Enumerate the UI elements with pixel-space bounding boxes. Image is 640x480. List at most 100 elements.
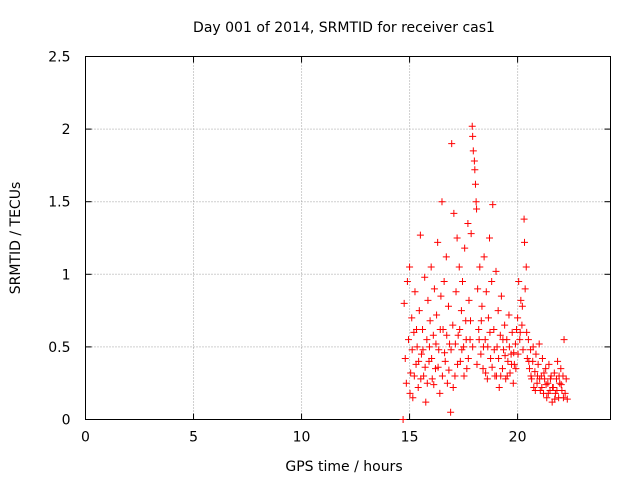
data-point (478, 302, 486, 310)
data-point (443, 379, 451, 387)
data-point (481, 336, 489, 344)
data-point (509, 379, 517, 387)
data-point (441, 357, 449, 365)
data-point (455, 263, 463, 271)
data-point (419, 325, 427, 333)
data-point (513, 325, 521, 333)
data-point (476, 263, 484, 271)
data-point (467, 230, 475, 238)
data-point (422, 398, 430, 406)
data-point (514, 314, 522, 322)
data-point (522, 263, 530, 271)
data-point (417, 375, 425, 383)
data-point (533, 379, 541, 387)
data-point (496, 331, 504, 339)
data-point (527, 372, 535, 380)
data-point (462, 336, 470, 344)
data-point (428, 375, 436, 383)
data-point (538, 355, 546, 363)
data-point (521, 238, 529, 246)
data-point (440, 278, 448, 286)
data-point (460, 372, 468, 380)
data-point (429, 331, 437, 339)
data-point (421, 363, 429, 371)
data-point (404, 336, 412, 344)
data-point (433, 311, 441, 319)
data-point (508, 328, 516, 336)
axis-ticks (85, 56, 611, 420)
data-point (549, 384, 557, 392)
data-point (448, 140, 456, 148)
data-point (561, 389, 569, 397)
data-point (551, 395, 559, 403)
data-point (486, 234, 494, 242)
data-point (515, 278, 523, 286)
data-point (464, 355, 472, 363)
data-point (529, 343, 537, 351)
data-point (517, 296, 525, 304)
data-point (444, 302, 452, 310)
data-point (403, 278, 411, 286)
data-point (449, 384, 457, 392)
data-point (505, 311, 513, 319)
data-point (480, 253, 488, 261)
data-point (417, 350, 425, 358)
data-point (531, 386, 539, 394)
data-point (447, 408, 455, 416)
data-point (447, 346, 455, 354)
data-point (473, 205, 481, 213)
data-point (495, 384, 503, 392)
data-point (425, 343, 433, 351)
data-point (449, 321, 457, 329)
data-point (484, 343, 492, 351)
data-point (471, 180, 479, 188)
data-point (559, 394, 567, 402)
x-tick-labels: 0 5 10 15 20 (81, 430, 526, 446)
data-point (456, 325, 464, 333)
data-point (516, 328, 524, 336)
data-point (499, 336, 507, 344)
data-point (412, 325, 420, 333)
data-point (458, 346, 466, 354)
data-point (534, 360, 542, 368)
data-point (504, 357, 512, 365)
y-tick-label: 2 (62, 122, 71, 138)
data-point (556, 379, 564, 387)
data-point (416, 231, 424, 239)
data-point (451, 340, 459, 348)
data-point (424, 296, 432, 304)
data-point (472, 198, 480, 206)
data-point (406, 263, 414, 271)
data-point (536, 375, 544, 383)
x-axis-label: GPS time / hours (285, 459, 402, 475)
data-point (528, 375, 536, 383)
data-point (426, 317, 434, 325)
data-points (399, 122, 571, 423)
data-point (463, 365, 471, 373)
data-point (432, 340, 440, 348)
data-point (428, 355, 436, 363)
data-point (525, 357, 533, 365)
data-point (435, 346, 443, 354)
data-point (474, 285, 482, 293)
x-tick-label: 0 (81, 430, 90, 446)
data-point (460, 343, 468, 351)
data-point (525, 365, 533, 373)
data-point (503, 372, 511, 380)
data-point (501, 321, 509, 329)
data-point (488, 278, 496, 286)
data-point (497, 372, 505, 380)
data-point (442, 253, 450, 261)
data-point (500, 346, 508, 354)
y-axis-label: SRMTID / TECUs (8, 182, 24, 295)
data-point (438, 372, 446, 380)
data-point (408, 346, 416, 354)
data-point (510, 349, 518, 357)
data-point (414, 384, 422, 392)
data-point (469, 132, 477, 140)
data-point (467, 317, 474, 325)
data-point (557, 365, 565, 373)
data-point (508, 360, 516, 368)
data-point (511, 340, 519, 348)
data-point (523, 355, 531, 363)
